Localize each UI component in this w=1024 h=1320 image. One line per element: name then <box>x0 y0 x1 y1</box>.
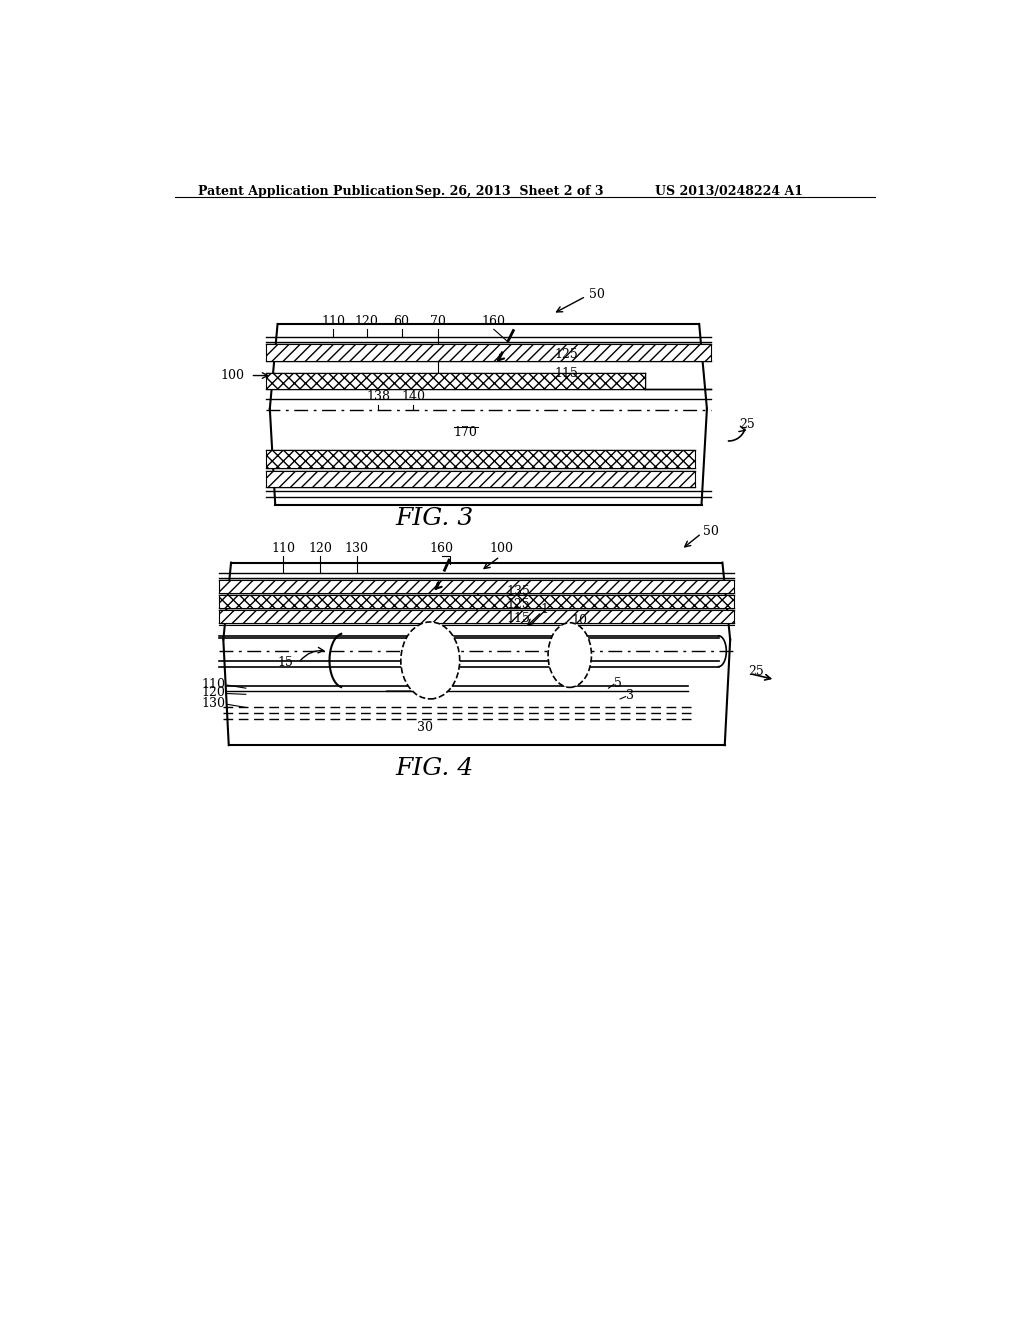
Text: 138: 138 <box>367 391 390 404</box>
Bar <box>266 450 695 469</box>
Ellipse shape <box>548 623 592 688</box>
Text: 100: 100 <box>220 370 245 381</box>
Text: 120: 120 <box>202 686 225 700</box>
Text: 110: 110 <box>271 543 295 554</box>
Text: 160: 160 <box>430 543 454 554</box>
Text: 120: 120 <box>308 543 332 554</box>
Text: Patent Application Publication: Patent Application Publication <box>198 185 414 198</box>
Text: 25: 25 <box>748 665 764 678</box>
Text: 3: 3 <box>626 689 634 702</box>
Text: 115: 115 <box>506 612 530 626</box>
Text: 30: 30 <box>417 721 433 734</box>
Ellipse shape <box>400 622 460 700</box>
Text: 10: 10 <box>571 614 588 627</box>
Bar <box>219 579 734 593</box>
Text: 110: 110 <box>202 677 225 690</box>
Text: 130: 130 <box>202 697 225 710</box>
Text: 115: 115 <box>554 367 579 380</box>
Text: 100: 100 <box>489 543 514 554</box>
Text: 140: 140 <box>401 391 425 404</box>
Text: 5: 5 <box>614 677 622 690</box>
Text: 15: 15 <box>278 656 293 669</box>
Text: 25: 25 <box>738 417 755 430</box>
Text: 120: 120 <box>354 314 379 327</box>
Text: 1: 1 <box>541 603 548 616</box>
Text: US 2013/0248224 A1: US 2013/0248224 A1 <box>655 185 803 198</box>
Text: 30: 30 <box>432 640 447 653</box>
Text: 50: 50 <box>589 288 605 301</box>
Text: FIG. 3: FIG. 3 <box>395 507 473 531</box>
Bar <box>219 595 734 609</box>
Text: 125: 125 <box>554 348 578 362</box>
Bar <box>219 610 734 623</box>
Text: 60: 60 <box>393 314 410 327</box>
Bar <box>266 471 695 487</box>
Bar <box>266 374 645 388</box>
Text: 125: 125 <box>506 598 530 611</box>
Text: 135: 135 <box>506 585 530 598</box>
Text: FIG. 4: FIG. 4 <box>395 756 473 780</box>
Bar <box>266 345 711 360</box>
Text: 130: 130 <box>345 543 369 554</box>
Text: 110: 110 <box>322 314 345 327</box>
Text: Sep. 26, 2013  Sheet 2 of 3: Sep. 26, 2013 Sheet 2 of 3 <box>415 185 603 198</box>
Text: 70: 70 <box>430 314 445 327</box>
Text: 160: 160 <box>482 314 506 327</box>
Text: 50: 50 <box>703 525 719 539</box>
Text: 170: 170 <box>454 426 477 440</box>
